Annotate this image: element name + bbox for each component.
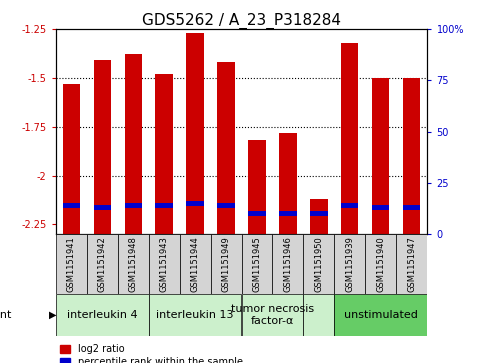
Text: unstimulated: unstimulated [344, 310, 418, 320]
Text: GSM1151945: GSM1151945 [253, 236, 261, 292]
Bar [280, 132, 297, 234]
Text: ▶: ▶ [49, 310, 57, 320]
Bar [341, 203, 358, 208]
Text: GSM1151948: GSM1151948 [128, 236, 138, 292]
Bar [372, 205, 389, 210]
Legend: log2 ratio, percentile rank within the sample: log2 ratio, percentile rank within the s… [60, 344, 243, 363]
Bar [242, 294, 303, 336]
Text: agent: agent [0, 310, 12, 320]
Bar [217, 62, 235, 234]
Bar [311, 211, 327, 216]
Text: GSM1151939: GSM1151939 [345, 236, 355, 292]
Bar [397, 234, 427, 294]
Bar [186, 33, 203, 234]
Bar [125, 54, 142, 234]
Text: interleukin 4: interleukin 4 [67, 310, 137, 320]
Bar [149, 294, 242, 336]
Bar [186, 201, 203, 206]
Bar [303, 234, 334, 294]
Bar [62, 84, 80, 234]
Bar [248, 211, 266, 216]
Bar [180, 234, 211, 294]
Bar [341, 43, 358, 234]
Bar [372, 78, 389, 234]
Text: GSM1151947: GSM1151947 [408, 236, 416, 292]
Text: interleukin 13: interleukin 13 [156, 310, 234, 320]
Bar [248, 140, 266, 234]
Text: GSM1151940: GSM1151940 [376, 236, 385, 292]
Bar [156, 203, 172, 208]
Bar [403, 78, 421, 234]
Bar [94, 205, 111, 210]
Bar [56, 234, 86, 294]
Text: GSM1151950: GSM1151950 [314, 236, 324, 292]
Bar [217, 203, 235, 208]
Text: GSM1151946: GSM1151946 [284, 236, 293, 292]
Bar [86, 234, 117, 294]
Bar [334, 294, 427, 336]
Bar [149, 234, 180, 294]
Text: GSM1151941: GSM1151941 [67, 236, 75, 292]
Bar [366, 234, 397, 294]
Bar [403, 205, 421, 210]
Bar [211, 234, 242, 294]
Bar [94, 60, 111, 234]
Bar [311, 199, 327, 234]
Text: GSM1151944: GSM1151944 [190, 236, 199, 292]
Bar [117, 234, 149, 294]
Bar [242, 234, 272, 294]
Title: GDS5262 / A_23_P318284: GDS5262 / A_23_P318284 [142, 13, 341, 29]
Text: GSM1151943: GSM1151943 [159, 236, 169, 292]
Text: tumor necrosis
factor-α: tumor necrosis factor-α [231, 304, 314, 326]
Bar [334, 234, 366, 294]
Bar [280, 211, 297, 216]
Bar [62, 203, 80, 208]
Text: GSM1151949: GSM1151949 [222, 236, 230, 292]
Bar [125, 203, 142, 208]
Text: GSM1151942: GSM1151942 [98, 236, 107, 292]
Bar [272, 234, 303, 294]
Bar [56, 294, 149, 336]
Bar [156, 74, 172, 234]
Bar [303, 294, 334, 336]
